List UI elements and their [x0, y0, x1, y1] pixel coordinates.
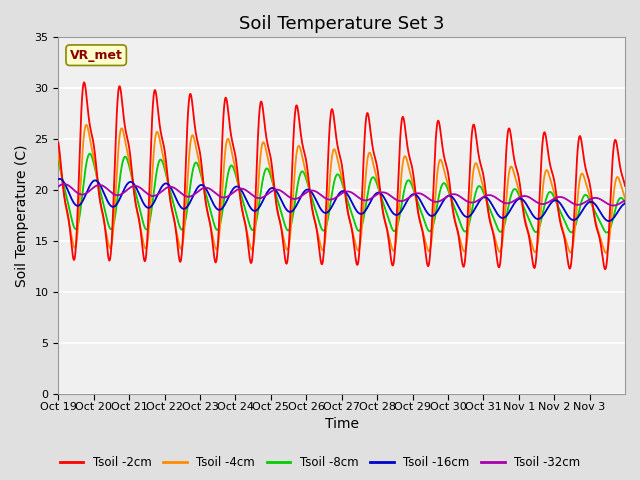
- X-axis label: Time: Time: [324, 418, 358, 432]
- Y-axis label: Soil Temperature (C): Soil Temperature (C): [15, 144, 29, 287]
- Text: VR_met: VR_met: [70, 48, 123, 62]
- Legend: Tsoil -2cm, Tsoil -4cm, Tsoil -8cm, Tsoil -16cm, Tsoil -32cm: Tsoil -2cm, Tsoil -4cm, Tsoil -8cm, Tsoi…: [55, 452, 585, 474]
- Title: Soil Temperature Set 3: Soil Temperature Set 3: [239, 15, 444, 33]
